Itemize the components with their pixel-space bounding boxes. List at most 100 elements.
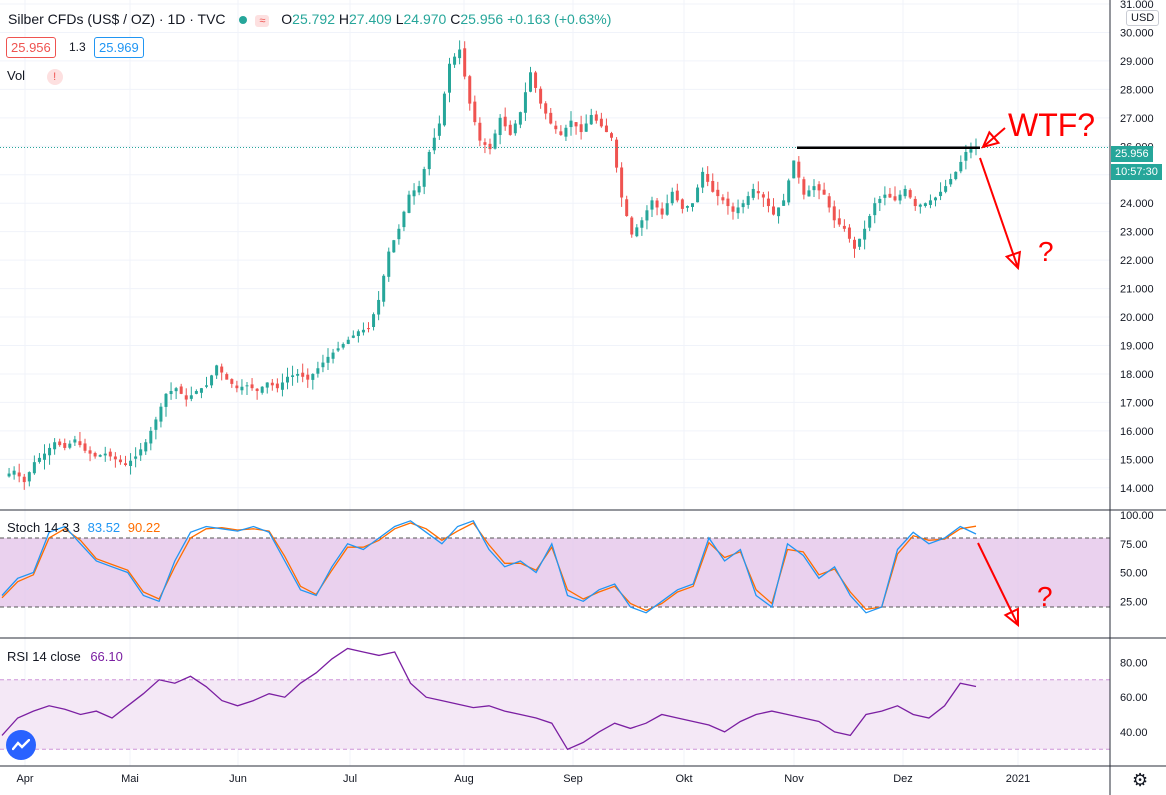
candle-body: [549, 112, 553, 124]
candle-body: [93, 452, 97, 457]
candle-body: [685, 206, 689, 208]
candle-body: [392, 240, 396, 253]
candle-body: [716, 189, 720, 197]
price-tick-label: 21.000: [1120, 284, 1154, 296]
candle-body: [513, 123, 517, 134]
price-tick-label: 24.000: [1120, 198, 1154, 210]
candle-body: [721, 197, 725, 201]
candle-body: [250, 384, 254, 389]
candle-body: [934, 197, 937, 201]
price-down-arrow: [979, 157, 1019, 269]
rsi-line: [1, 647, 977, 751]
candle-body: [113, 456, 117, 460]
candle-body: [169, 391, 173, 395]
candle-body: [873, 203, 877, 216]
candle-body: [655, 200, 659, 208]
candle-body: [144, 442, 148, 452]
candle-body: [812, 186, 816, 191]
candle-body: [78, 441, 82, 446]
candle-body: [645, 210, 649, 221]
candle-body: [822, 189, 826, 195]
spread-value: 1.3: [69, 40, 86, 54]
candle-body: [625, 199, 629, 217]
rsi-legend: RSI 14 close 66.10: [7, 649, 123, 664]
candle-body: [817, 184, 821, 191]
buy-price-button[interactable]: 25.969: [94, 37, 144, 58]
candle-body: [270, 382, 274, 386]
time-tick-label: Jun: [229, 773, 247, 785]
candle-body: [321, 362, 325, 368]
candle-body: [539, 88, 543, 104]
rsi-series-line: [1, 647, 977, 751]
candle-body: [387, 251, 391, 277]
symbol-legend: Silber CFDs (US$ / OZ) · 1D · TVC ≈ O25.…: [8, 11, 611, 27]
rsi-value: 66.10: [90, 649, 123, 664]
candle-body: [240, 386, 244, 391]
candle-body: [847, 227, 851, 239]
candle-body: [508, 124, 512, 135]
rsi-label[interactable]: RSI 14 close: [7, 649, 81, 664]
candle-body: [88, 450, 92, 454]
time-tick-label: Jul: [343, 773, 357, 785]
candle-body: [164, 393, 168, 407]
candle-body: [604, 125, 608, 133]
sell-price-button[interactable]: 25.956: [6, 37, 56, 58]
candle-body: [159, 406, 163, 422]
ohlc-low: L24.970: [395, 11, 447, 27]
gear-icon[interactable]: ⚙: [1132, 770, 1149, 790]
candle-body: [432, 137, 436, 151]
candle-body: [610, 133, 613, 138]
candle-body: [736, 207, 740, 214]
candle-body: [27, 472, 31, 482]
candle-body: [842, 225, 846, 229]
candle-body: [478, 122, 482, 141]
candle-body: [761, 194, 765, 198]
rsi-band-fill: [0, 679, 1110, 750]
ohlc-change: +0.163 (+0.63%): [507, 11, 612, 27]
candle-body: [898, 194, 902, 201]
candle-body: [230, 379, 234, 384]
stoch-label[interactable]: Stoch 14 3 3: [7, 520, 80, 535]
price-tick-label: 18.000: [1120, 369, 1154, 381]
candle-body: [453, 56, 457, 65]
candle-body: [32, 462, 36, 474]
symbol-title[interactable]: Silber CFDs (US$ / OZ) · 1D · TVC: [8, 11, 226, 27]
candle-body: [199, 388, 203, 393]
stoch-lines: [1, 519, 977, 614]
time-tick-label: Mai: [121, 773, 139, 785]
candle-body: [189, 395, 193, 399]
candle-body: [706, 173, 710, 182]
candle-body: [483, 142, 487, 145]
candle-body: [301, 372, 305, 377]
candle-body: [367, 328, 370, 330]
candle-body: [599, 118, 603, 127]
candle-body: [124, 463, 127, 466]
price-tick-label: 17.000: [1120, 397, 1154, 409]
candle-body: [660, 208, 664, 215]
candle-body: [802, 179, 806, 195]
candle-body: [351, 335, 355, 338]
price-tick-label: 20.000: [1120, 312, 1154, 324]
candle-body: [22, 476, 26, 483]
candle-body: [893, 196, 897, 201]
candle-body: [529, 72, 532, 92]
candle-body: [377, 299, 381, 315]
volume-warning-icon[interactable]: !: [46, 69, 63, 85]
tradingview-logo-icon[interactable]: [6, 730, 36, 760]
candle-body: [427, 151, 431, 170]
time-tick-label: Okt: [675, 773, 692, 785]
candle-body: [336, 348, 340, 351]
currency-badge[interactable]: USD: [1126, 10, 1160, 26]
question-mark-price: ?: [1038, 236, 1054, 267]
stoch-k-line: [1, 519, 977, 614]
price-tick-label: 19.000: [1120, 340, 1154, 352]
candle-body: [58, 441, 62, 446]
candle-body: [787, 180, 791, 203]
candle-body: [103, 453, 107, 456]
wtf-arrow-head: [981, 130, 1001, 149]
candle-body: [306, 374, 310, 380]
candle-body: [260, 386, 264, 393]
stoch-down-arrow-head: [1003, 607, 1020, 628]
question-mark-stoch: ?: [1037, 581, 1053, 612]
